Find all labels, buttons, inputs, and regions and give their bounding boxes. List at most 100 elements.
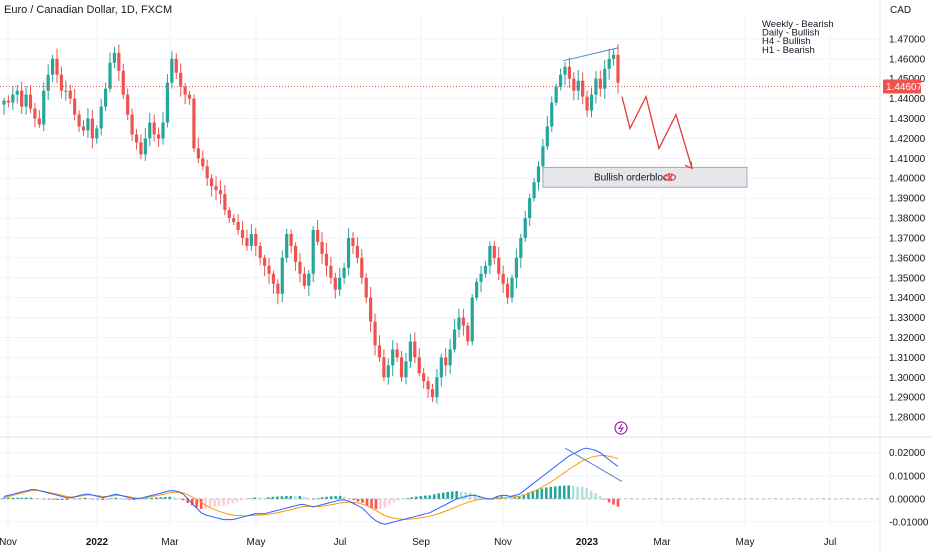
candle: [249, 223, 253, 251]
candle: [519, 233, 523, 269]
macd-histogram-bar: [567, 485, 571, 499]
candle: [108, 52, 112, 93]
macd-histogram-bar: [11, 497, 15, 499]
macd-histogram-bar: [316, 498, 320, 499]
candle: [170, 51, 174, 89]
candle-body: [408, 341, 412, 362]
candle: [435, 369, 439, 404]
macd-histogram-bar: [544, 487, 548, 499]
candle: [117, 44, 121, 82]
candle: [320, 231, 324, 264]
candle: [95, 125, 99, 144]
macd-histogram-bar: [119, 498, 122, 500]
candle-body: [90, 118, 94, 139]
candle-body: [333, 277, 337, 290]
macd-y-tick-label: 0.00000: [889, 494, 926, 505]
macd-histogram-bar: [240, 498, 243, 501]
macd-histogram-bar: [495, 496, 499, 499]
candle: [298, 253, 302, 283]
candle: [333, 272, 337, 299]
candle: [46, 64, 50, 101]
macd-histogram-bar: [34, 498, 37, 499]
candle: [205, 159, 209, 186]
macd-histogram-bar: [392, 498, 396, 503]
candle-body: [519, 237, 523, 258]
candle: [329, 256, 333, 285]
candle: [536, 161, 541, 191]
candle: [86, 108, 90, 138]
macd-histogram-bar: [450, 491, 454, 499]
candle-body: [81, 126, 86, 131]
candle: [245, 229, 249, 251]
candle-body: [20, 90, 24, 107]
candle: [223, 185, 227, 216]
y-tick-label: 1.44000: [889, 94, 926, 105]
candle-body: [545, 126, 549, 147]
candle: [183, 82, 187, 105]
candle: [77, 110, 81, 132]
candle-body: [377, 345, 382, 358]
candle: [187, 91, 192, 105]
macd-histogram-bar: [415, 496, 418, 499]
macd-histogram-bar: [267, 497, 270, 499]
candle-body: [263, 257, 267, 266]
y-tick-label: 1.42000: [889, 134, 926, 145]
candle: [501, 265, 505, 293]
candle: [611, 48, 616, 66]
macd-histogram-bar: [509, 498, 512, 499]
candle-body: [223, 194, 227, 211]
candle-body: [426, 381, 430, 390]
candle: [364, 273, 368, 304]
last-price-tag: [883, 79, 921, 94]
lightning-icon: [614, 421, 628, 435]
macd-histogram-bar: [20, 497, 24, 499]
candle-body: [316, 229, 320, 242]
candle: [258, 241, 262, 265]
macd-histogram-bar: [253, 497, 257, 499]
candle: [324, 242, 329, 277]
macd-histogram-bar: [527, 492, 530, 499]
candle-body: [461, 317, 465, 326]
candle-body: [342, 267, 346, 278]
candle-body: [174, 58, 178, 73]
candle-body: [452, 329, 457, 350]
macd-signal-line: [3, 455, 619, 520]
timeframe-note: Daily - Bullish: [762, 28, 820, 39]
macd-histogram-bar: [235, 498, 239, 502]
candle-body: [179, 72, 183, 87]
macd-histogram-bar: [217, 498, 221, 506]
y-tick-label: 1.32000: [889, 333, 926, 344]
candle-body: [475, 281, 479, 298]
candle-body: [95, 128, 99, 139]
macd-histogram-bar: [406, 498, 409, 499]
candle-body: [293, 245, 298, 262]
macd-histogram-bar: [302, 497, 306, 499]
candle-body: [483, 265, 488, 274]
candle-body: [501, 273, 505, 284]
macd-histogram-bar: [150, 497, 154, 499]
x-tick-label: 2022: [86, 537, 109, 548]
candle: [134, 128, 139, 150]
eye-icon-pupil: [668, 175, 672, 179]
candle-body: [298, 261, 302, 274]
candle-body: [369, 297, 373, 322]
y-tick-label: 1.38000: [889, 214, 926, 225]
candle: [236, 214, 240, 235]
y-tick-label: 1.47000: [889, 34, 926, 45]
macd-histogram-bar: [459, 491, 463, 499]
candle-body: [497, 257, 501, 274]
macd-histogram-bar: [74, 498, 78, 500]
candle: [563, 61, 567, 86]
candle: [37, 109, 41, 128]
candle: [505, 277, 510, 304]
timeframe-note: H4 - Bullish: [762, 36, 811, 47]
macd-histogram-bar: [370, 498, 373, 509]
macd-histogram-bar: [356, 498, 360, 502]
macd-histogram-bar: [155, 497, 158, 499]
candle-body: [187, 94, 192, 99]
candle-body: [108, 62, 112, 89]
y-tick-label: 1.43000: [889, 114, 926, 125]
candle: [15, 85, 19, 104]
candle-body: [581, 80, 585, 97]
